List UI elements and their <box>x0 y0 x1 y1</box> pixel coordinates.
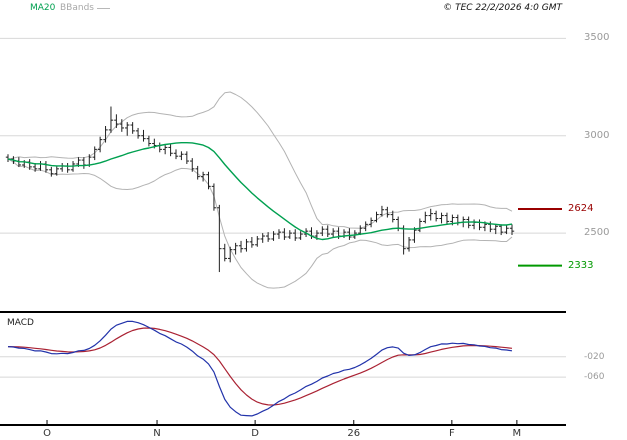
bband-lower-line <box>7 158 513 289</box>
legend-bbands-label: BBands <box>60 3 94 13</box>
month-label: N <box>153 428 161 439</box>
month-label: D <box>251 428 259 439</box>
legend-ma20-label: MA20 <box>30 3 56 13</box>
price-tick-label: 2500 <box>584 227 610 239</box>
price-tick-label: 3000 <box>584 129 610 141</box>
macd-tick-label: -020 <box>584 351 605 362</box>
month-label: F <box>448 428 455 439</box>
level-label: 2624 <box>568 202 594 214</box>
month-label: M <box>512 428 522 439</box>
ma20-line <box>7 141 513 241</box>
price-tick-label: 3500 <box>584 32 610 44</box>
month-label: O <box>43 428 51 439</box>
level-label: 2333 <box>568 259 594 271</box>
macd-tick-label: -060 <box>584 372 605 383</box>
bbands-line-swatch <box>97 8 110 9</box>
macd-line <box>7 320 513 417</box>
macd-panel-label: MACD <box>7 318 34 328</box>
bband-upper-line <box>7 91 513 229</box>
month-label: 26 <box>347 428 361 439</box>
macd-signal-line <box>7 327 513 406</box>
copyright-text: © TEC 22/2/2026 4:0 GMT <box>443 3 562 13</box>
